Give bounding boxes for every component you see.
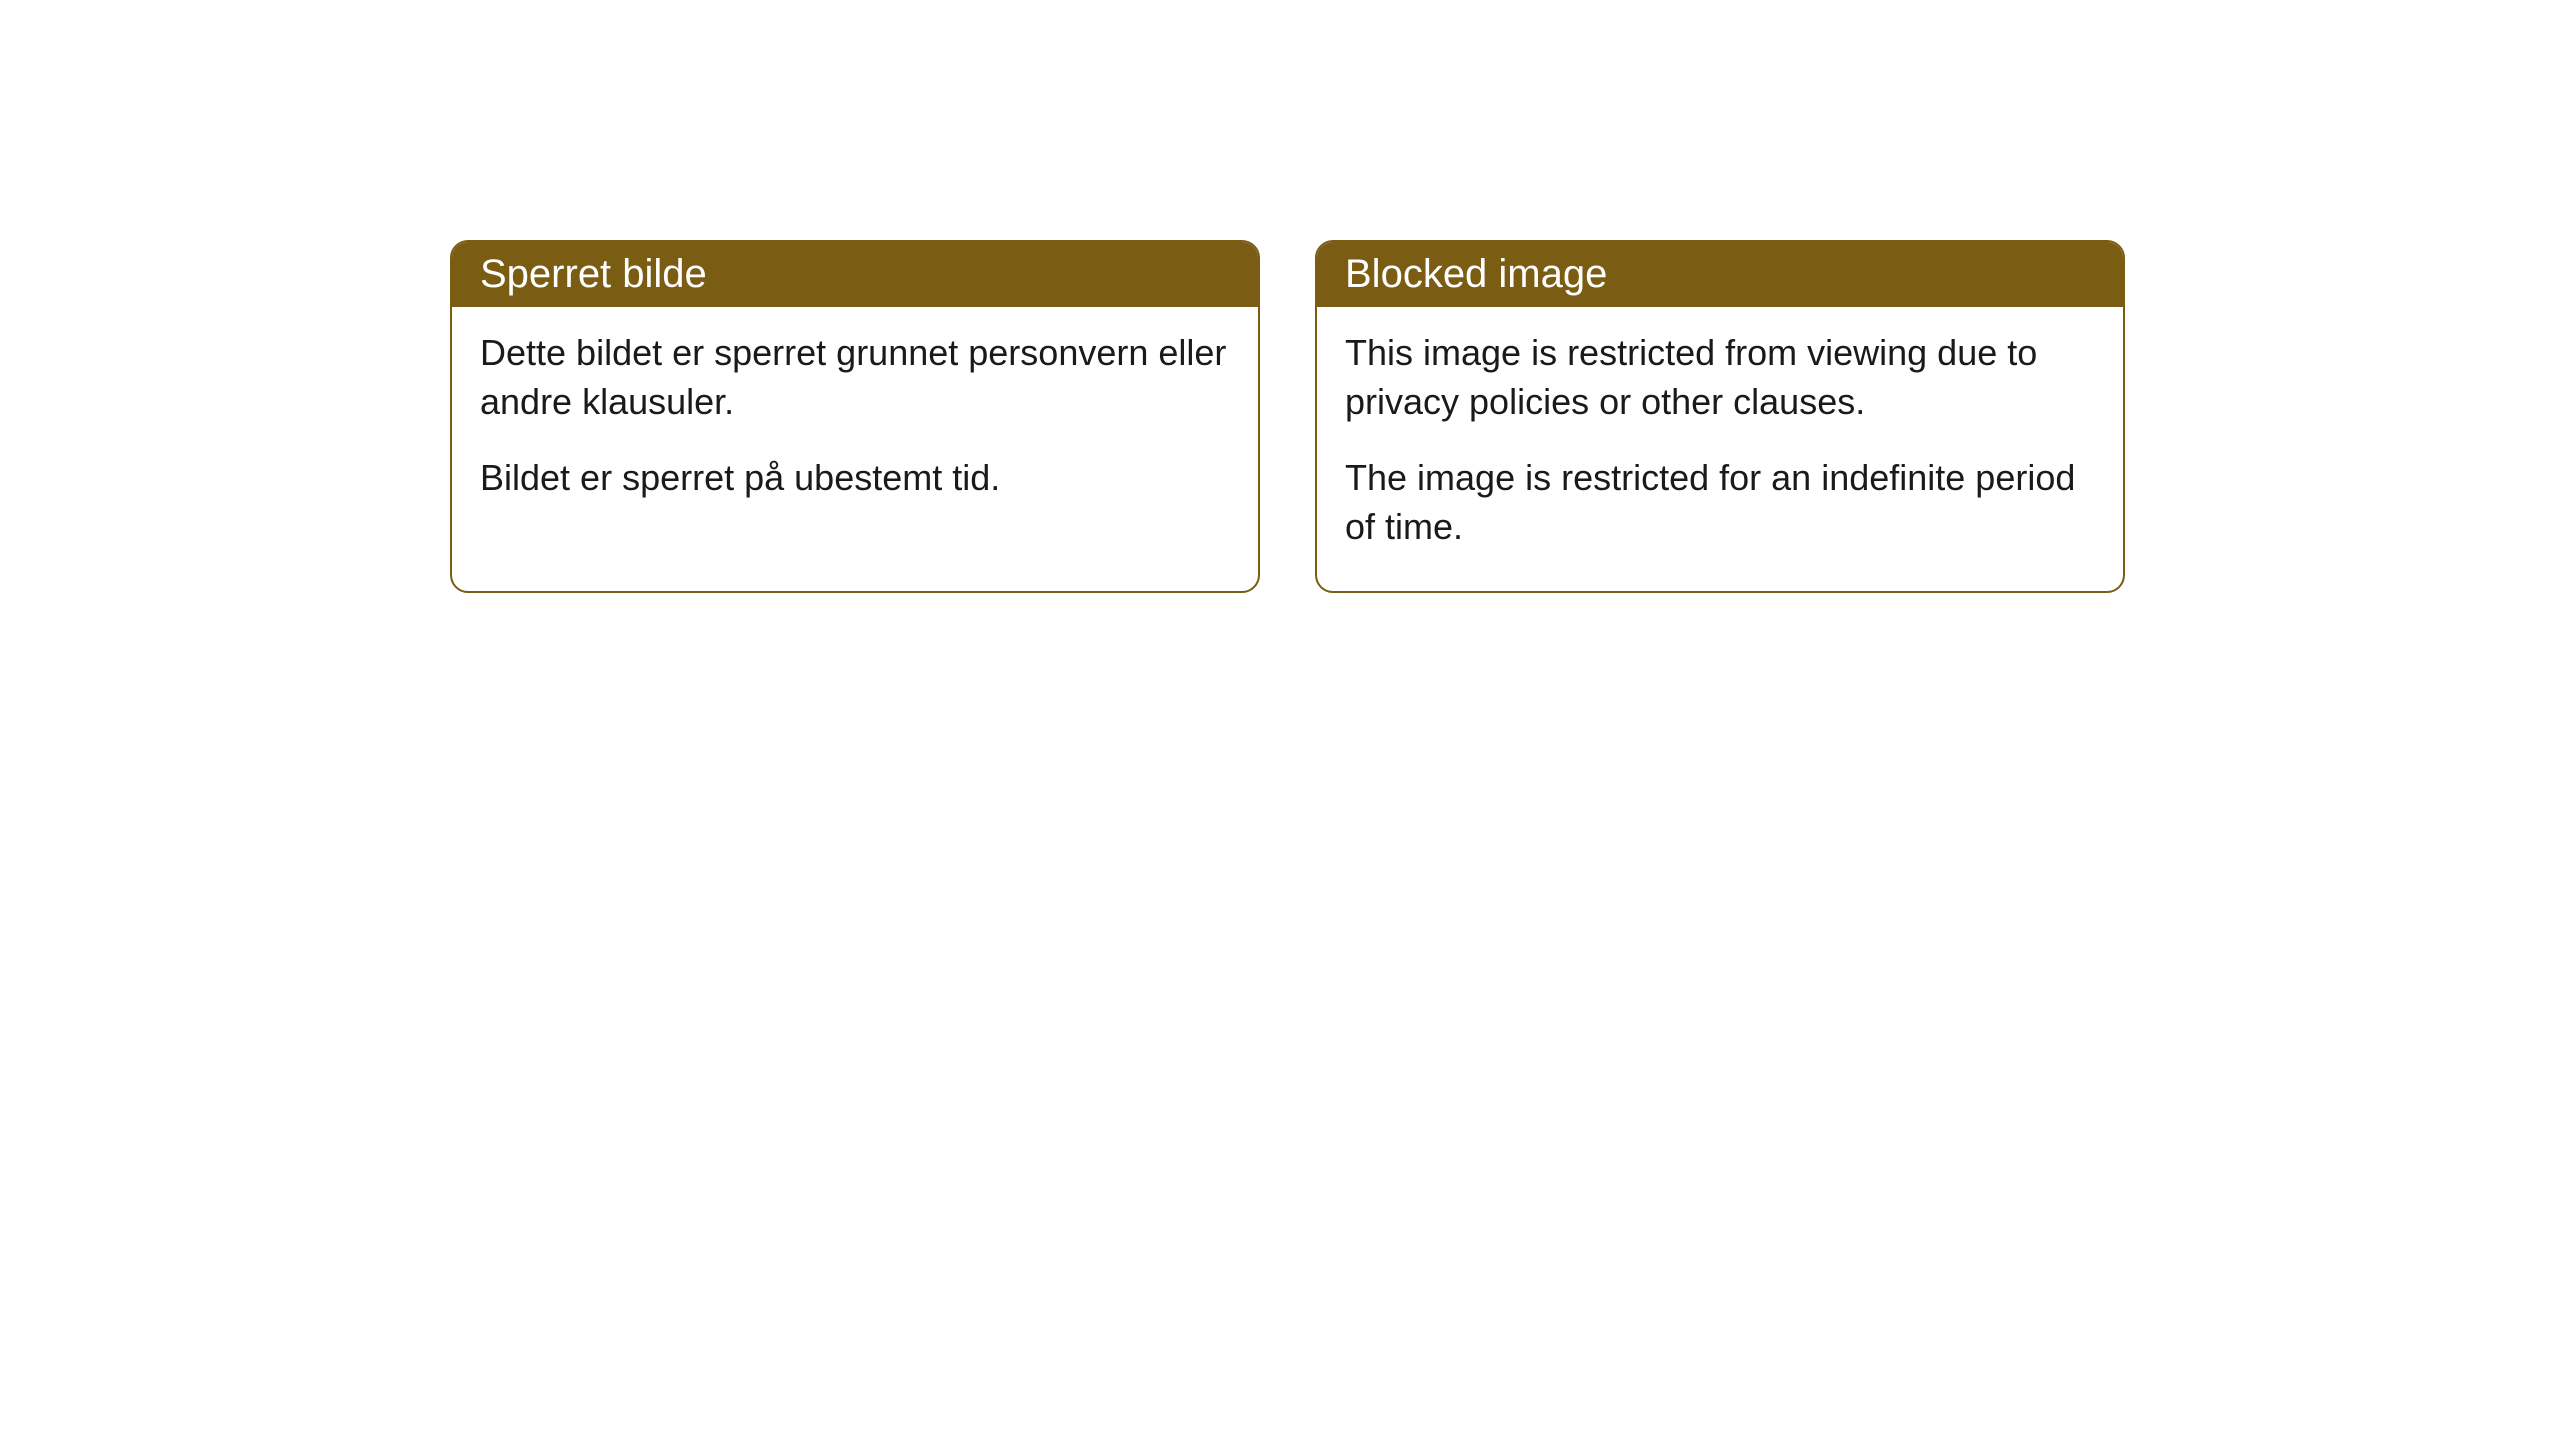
card-title: Sperret bilde — [480, 252, 707, 296]
card-title: Blocked image — [1345, 252, 1607, 296]
card-paragraph-2: The image is restricted for an indefinit… — [1345, 454, 2095, 551]
card-body: Dette bildet er sperret grunnet personve… — [452, 307, 1258, 543]
blocked-image-card-norwegian: Sperret bilde Dette bildet er sperret gr… — [450, 240, 1260, 593]
card-paragraph-1: This image is restricted from viewing du… — [1345, 329, 2095, 426]
card-body: This image is restricted from viewing du… — [1317, 307, 2123, 591]
card-header: Sperret bilde — [452, 242, 1258, 307]
notice-cards-container: Sperret bilde Dette bildet er sperret gr… — [450, 240, 2125, 593]
card-header: Blocked image — [1317, 242, 2123, 307]
blocked-image-card-english: Blocked image This image is restricted f… — [1315, 240, 2125, 593]
card-paragraph-2: Bildet er sperret på ubestemt tid. — [480, 454, 1230, 503]
card-paragraph-1: Dette bildet er sperret grunnet personve… — [480, 329, 1230, 426]
